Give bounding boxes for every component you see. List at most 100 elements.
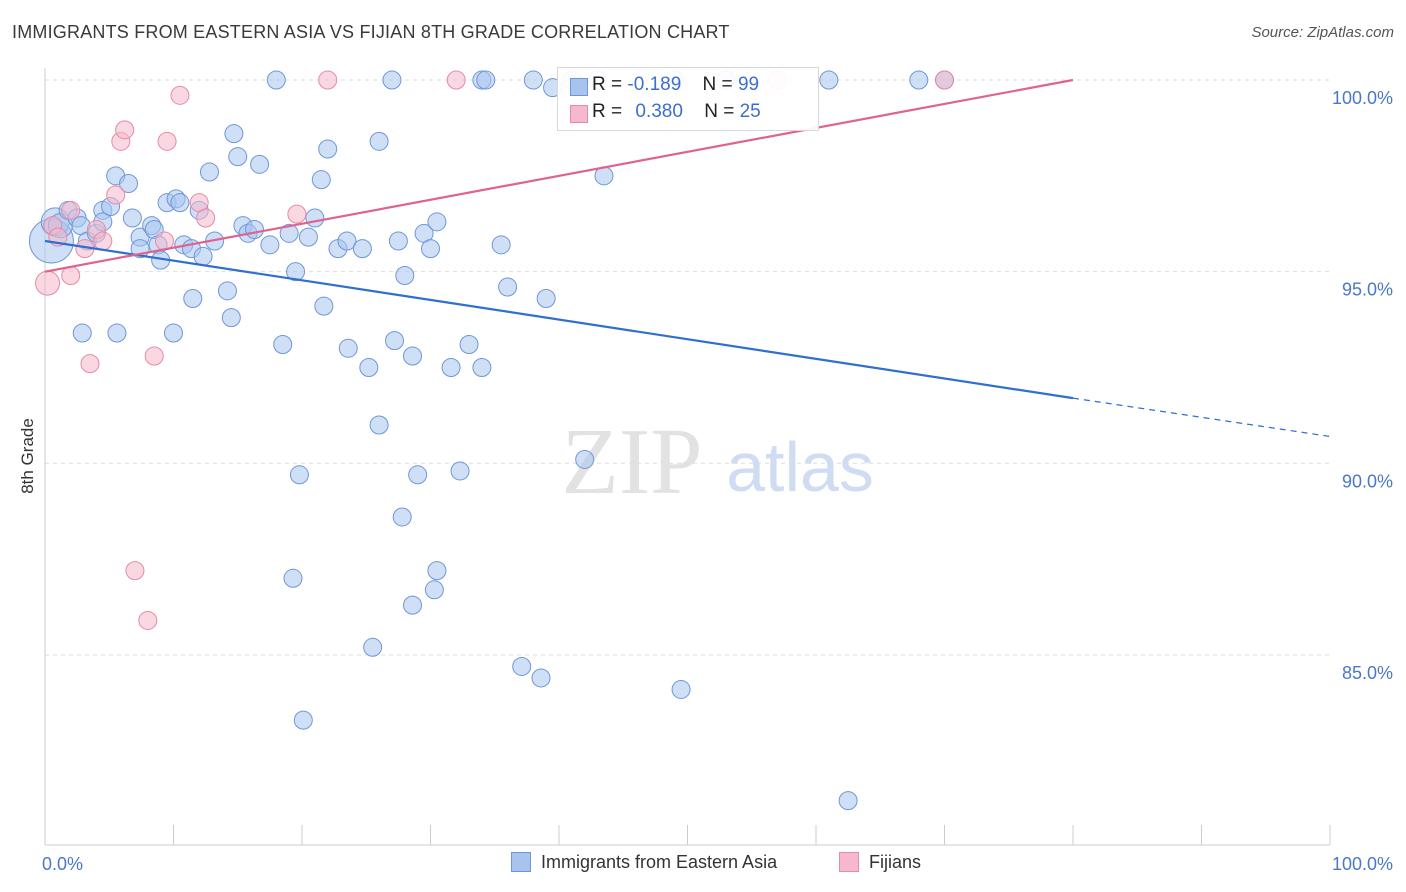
legend-swatch-pink — [570, 105, 588, 123]
legend-r-label: R = — [592, 101, 623, 122]
bottom-legend-label-blue: Immigrants from Eastern Asia — [541, 852, 778, 872]
bottom-legend-label-pink: Fijians — [869, 852, 922, 872]
point-eastern-asia — [273, 334, 293, 354]
point-eastern-asia — [838, 791, 858, 811]
legend-n-label: N = — [702, 74, 733, 95]
point-eastern-asia — [476, 70, 496, 90]
point-eastern-asia — [250, 154, 270, 174]
point-eastern-asia — [427, 561, 447, 581]
point-eastern-asia — [119, 173, 139, 193]
point-eastern-asia — [107, 323, 127, 343]
bottom-legend-blue: Immigrants from Eastern Asia — [511, 852, 777, 876]
point-eastern-asia — [575, 449, 595, 469]
legend-row-pink: R = 0.380 N = 25 — [570, 101, 761, 127]
chart-title: IMMIGRANTS FROM EASTERN ASIA VS FIJIAN 8… — [12, 22, 730, 42]
legend-swatch-blue — [570, 78, 588, 96]
trend-line-extension — [1072, 397, 1331, 438]
tick-labels: 100.0% 95.0% 90.0% 85.0% 0.0% 100.0% — [42, 88, 1393, 874]
y-tick-label: 90.0% — [1342, 471, 1393, 491]
point-eastern-asia — [369, 131, 389, 151]
point-eastern-asia — [403, 595, 423, 615]
point-eastern-asia — [491, 235, 511, 255]
point-fijians — [93, 231, 113, 251]
x-tick-label: 100.0% — [1332, 854, 1393, 874]
point-eastern-asia — [450, 461, 470, 481]
point-eastern-asia — [244, 219, 264, 239]
legend-n-value: 25 — [739, 101, 761, 122]
point-fijians — [106, 185, 126, 205]
point-eastern-asia — [392, 507, 412, 527]
point-eastern-asia — [314, 296, 334, 316]
point-fijians — [144, 346, 164, 366]
point-eastern-asia — [286, 262, 306, 282]
watermark: ZIP atlas — [562, 410, 874, 514]
legend-n-label: N = — [704, 101, 735, 122]
point-eastern-asia — [909, 70, 929, 90]
point-fijians — [138, 610, 158, 630]
point-eastern-asia — [293, 710, 313, 730]
point-eastern-asia — [72, 323, 92, 343]
point-fijians — [35, 270, 61, 296]
point-eastern-asia — [363, 637, 383, 657]
point-eastern-asia — [459, 334, 479, 354]
legend-row-blue: R = -0.189 N = 99 — [570, 74, 760, 100]
point-eastern-asia — [266, 70, 286, 90]
legend-r-value: 0.380 — [635, 101, 683, 122]
point-eastern-asia — [279, 223, 299, 243]
point-fijians — [196, 208, 216, 228]
point-eastern-asia — [352, 239, 372, 259]
axes — [44, 68, 1331, 846]
point-eastern-asia — [671, 679, 691, 699]
grid-lines — [45, 79, 1330, 656]
point-eastern-asia — [385, 331, 405, 351]
point-fijians — [170, 85, 190, 105]
point-eastern-asia — [122, 208, 142, 228]
point-eastern-asia — [388, 231, 408, 251]
point-fijians — [61, 200, 81, 220]
point-fijians — [287, 204, 307, 224]
point-eastern-asia — [536, 288, 556, 308]
point-eastern-asia — [359, 357, 379, 377]
y-axis-label: 8th Grade — [18, 418, 37, 494]
trend-lines — [44, 78, 1331, 438]
point-eastern-asia — [819, 70, 839, 90]
point-eastern-asia — [217, 281, 237, 301]
point-eastern-asia — [183, 288, 203, 308]
point-eastern-asia — [164, 323, 183, 343]
bottom-legend-pink: Fijians — [839, 852, 921, 876]
point-fijians — [80, 354, 100, 374]
bottom-legend-swatch-blue — [511, 852, 531, 872]
point-eastern-asia — [193, 246, 213, 266]
bottom-legend-swatch-pink — [839, 852, 859, 872]
legend-r-value: -0.189 — [627, 74, 682, 95]
watermark-atlas: atlas — [726, 428, 874, 506]
point-eastern-asia — [421, 239, 440, 259]
point-eastern-asia — [523, 70, 543, 90]
point-eastern-asia — [512, 656, 532, 676]
legend-n-value: 99 — [737, 74, 760, 95]
point-fijians — [935, 70, 954, 90]
legend-r-label: R = — [592, 74, 623, 95]
point-eastern-asia — [395, 265, 415, 285]
point-eastern-asia — [311, 170, 331, 190]
point-eastern-asia — [337, 231, 357, 251]
point-eastern-asia — [498, 277, 518, 297]
point-fijians — [115, 120, 135, 140]
point-eastern-asia — [221, 308, 241, 328]
point-fijians — [446, 70, 466, 90]
point-eastern-asia — [408, 465, 428, 485]
y-tick-label: 95.0% — [1342, 280, 1393, 300]
y-tick-label: 100.0% — [1332, 88, 1393, 108]
point-eastern-asia — [199, 162, 219, 182]
x-tick-label: 0.0% — [42, 854, 83, 874]
y-tick-label: 85.0% — [1342, 663, 1393, 683]
point-eastern-asia — [318, 139, 338, 159]
point-eastern-asia — [289, 465, 309, 485]
point-eastern-asia — [283, 568, 303, 588]
point-eastern-asia — [441, 357, 461, 377]
point-eastern-asia — [298, 227, 318, 247]
point-fijians — [157, 131, 177, 151]
point-eastern-asia — [382, 70, 402, 90]
trend-line-fijians — [44, 78, 1074, 273]
